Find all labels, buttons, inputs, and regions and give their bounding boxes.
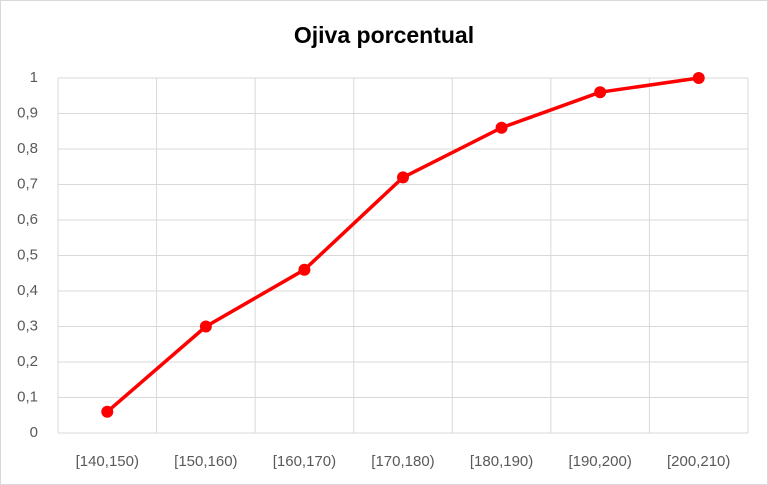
data-point <box>199 320 212 333</box>
x-tick-label: [140,150) <box>76 453 139 470</box>
y-tick-label: 0,9 <box>17 104 38 121</box>
data-point <box>101 405 114 418</box>
chart-title: Ojiva porcentual <box>294 22 474 48</box>
y-tick-label: 0,6 <box>17 211 38 228</box>
data-point <box>397 171 409 184</box>
data-point <box>692 72 705 84</box>
y-tick-label: 0,1 <box>17 388 38 405</box>
y-tick-label: 0,7 <box>17 175 38 192</box>
x-tick-label: [190,200) <box>568 453 631 470</box>
data-point <box>298 263 311 276</box>
y-tick-label: 0,8 <box>17 140 38 157</box>
y-tick-label: 1 <box>30 69 38 86</box>
y-tick-label: 0,3 <box>17 317 38 334</box>
x-tick-label: [160,170) <box>273 453 336 470</box>
y-tick-label: 0,5 <box>17 246 38 263</box>
data-point <box>594 86 607 99</box>
data-point <box>495 121 508 134</box>
y-tick-label: 0,2 <box>17 353 38 370</box>
y-tick-label: 0 <box>30 424 38 441</box>
x-tick-label: [170,180) <box>371 453 434 470</box>
x-tick-label: [150,160) <box>174 453 237 470</box>
x-tick-label: [200,210) <box>667 453 730 470</box>
y-tick-label: 0,4 <box>17 282 38 299</box>
x-tick-label: [180,190) <box>470 453 533 470</box>
